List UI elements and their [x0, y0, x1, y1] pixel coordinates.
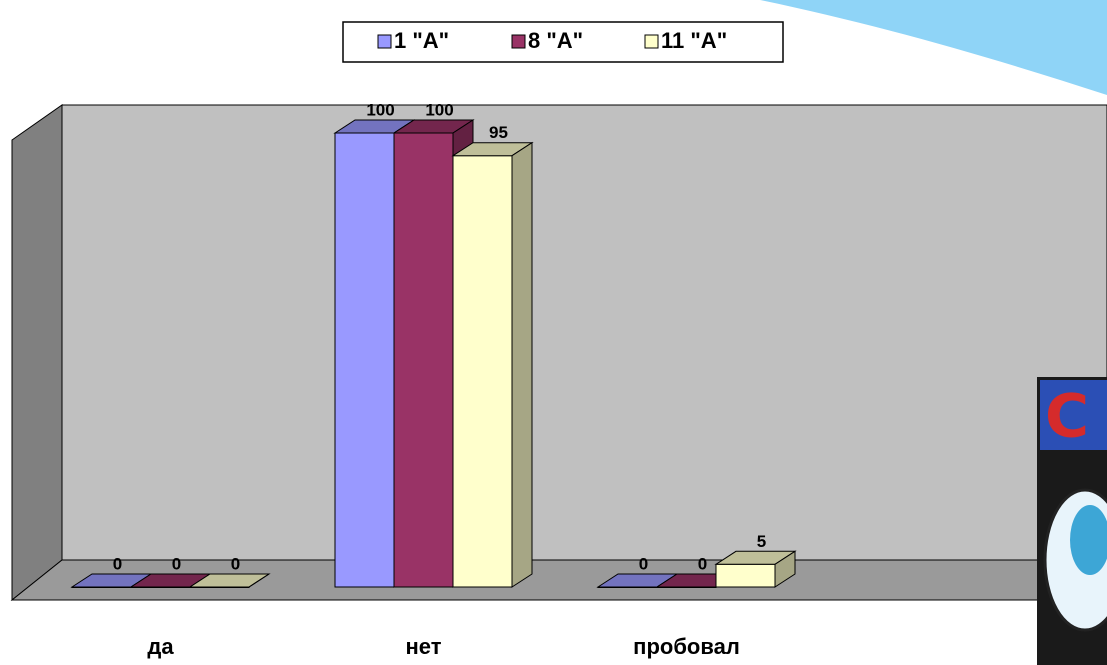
value-label: 0: [172, 554, 181, 573]
value-label: 0: [639, 554, 648, 573]
bar: [451, 141, 534, 588]
value-label: 0: [231, 554, 240, 573]
legend-label: 8 "А": [528, 28, 583, 53]
bar-front: [334, 132, 395, 588]
svg-text:C: C: [1045, 382, 1089, 452]
legend-label: 11 "А": [661, 28, 727, 53]
back-wall: [61, 104, 1107, 561]
legend-items: 1 "А" 8 "А" 11 "А": [377, 28, 727, 53]
bar-front: [393, 132, 454, 588]
legend-swatch: [377, 34, 392, 49]
value-label: 100: [425, 100, 453, 119]
legend-swatch: [644, 34, 659, 49]
decor-swoosh: [760, 0, 1107, 95]
bar-side: [511, 141, 533, 588]
legend: [342, 21, 784, 63]
floor: [10, 559, 1107, 601]
x-tick-label: да: [147, 634, 174, 659]
legend-label: 1 "А": [394, 28, 449, 53]
value-label: 100: [366, 100, 394, 119]
x-tick-label: пробовал: [633, 634, 740, 659]
value-label: 95: [489, 123, 508, 142]
decor-image: C: [1037, 377, 1107, 665]
bar: [188, 573, 271, 588]
value-label: 0: [698, 554, 707, 573]
bars: [70, 119, 797, 588]
value-label: 5: [757, 532, 766, 551]
legend-swatch: [511, 34, 526, 49]
bar-front: [715, 563, 776, 588]
bar-side: [774, 550, 796, 588]
bar-front: [452, 155, 513, 588]
value-label: 0: [113, 554, 122, 573]
bar: [714, 550, 797, 588]
bar-side: [248, 573, 270, 588]
side-wall: [11, 104, 63, 602]
x-tick-label: нет: [405, 634, 441, 659]
